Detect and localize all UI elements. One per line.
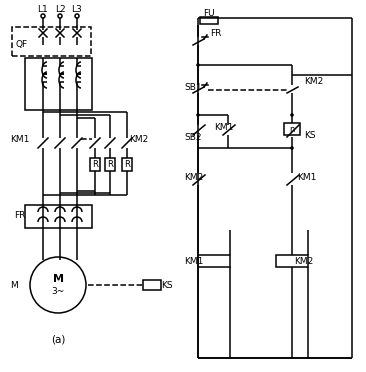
Text: n: n xyxy=(289,125,295,134)
Text: R: R xyxy=(92,160,98,169)
Text: SB2: SB2 xyxy=(184,134,202,142)
Text: KM2: KM2 xyxy=(294,257,313,266)
Text: KM2: KM2 xyxy=(129,135,148,144)
Bar xyxy=(198,255,230,267)
Text: KM1: KM1 xyxy=(10,135,29,144)
Text: M: M xyxy=(52,274,63,284)
Text: KM2: KM2 xyxy=(304,77,323,87)
Text: SB1: SB1 xyxy=(184,83,202,93)
Circle shape xyxy=(290,146,294,150)
Text: L1: L1 xyxy=(38,6,48,15)
Text: FU: FU xyxy=(203,9,214,17)
Text: KM1: KM1 xyxy=(184,257,203,266)
Bar xyxy=(143,280,161,290)
Text: QF: QF xyxy=(16,39,28,48)
Text: (a): (a) xyxy=(51,335,65,345)
Bar xyxy=(12,27,91,56)
Bar xyxy=(284,123,300,135)
Circle shape xyxy=(290,113,294,117)
Text: L3: L3 xyxy=(72,6,82,15)
Bar xyxy=(200,17,218,24)
Text: L2: L2 xyxy=(55,6,65,15)
Circle shape xyxy=(196,63,200,67)
Text: KM2: KM2 xyxy=(184,173,203,183)
Bar xyxy=(25,58,92,110)
Text: KM1: KM1 xyxy=(297,173,316,183)
Bar xyxy=(105,158,115,171)
Bar xyxy=(276,255,308,267)
Text: R: R xyxy=(124,160,130,169)
Text: R: R xyxy=(107,160,113,169)
Bar xyxy=(90,158,100,171)
Text: M: M xyxy=(10,280,18,289)
Text: FR: FR xyxy=(210,29,221,38)
Bar xyxy=(122,158,132,171)
Text: KS: KS xyxy=(161,280,173,289)
Text: KM1: KM1 xyxy=(214,124,234,132)
Text: FR: FR xyxy=(14,212,25,221)
Text: KS: KS xyxy=(304,131,315,140)
Text: 3~: 3~ xyxy=(51,288,65,296)
Bar xyxy=(25,205,92,228)
Circle shape xyxy=(196,113,200,117)
